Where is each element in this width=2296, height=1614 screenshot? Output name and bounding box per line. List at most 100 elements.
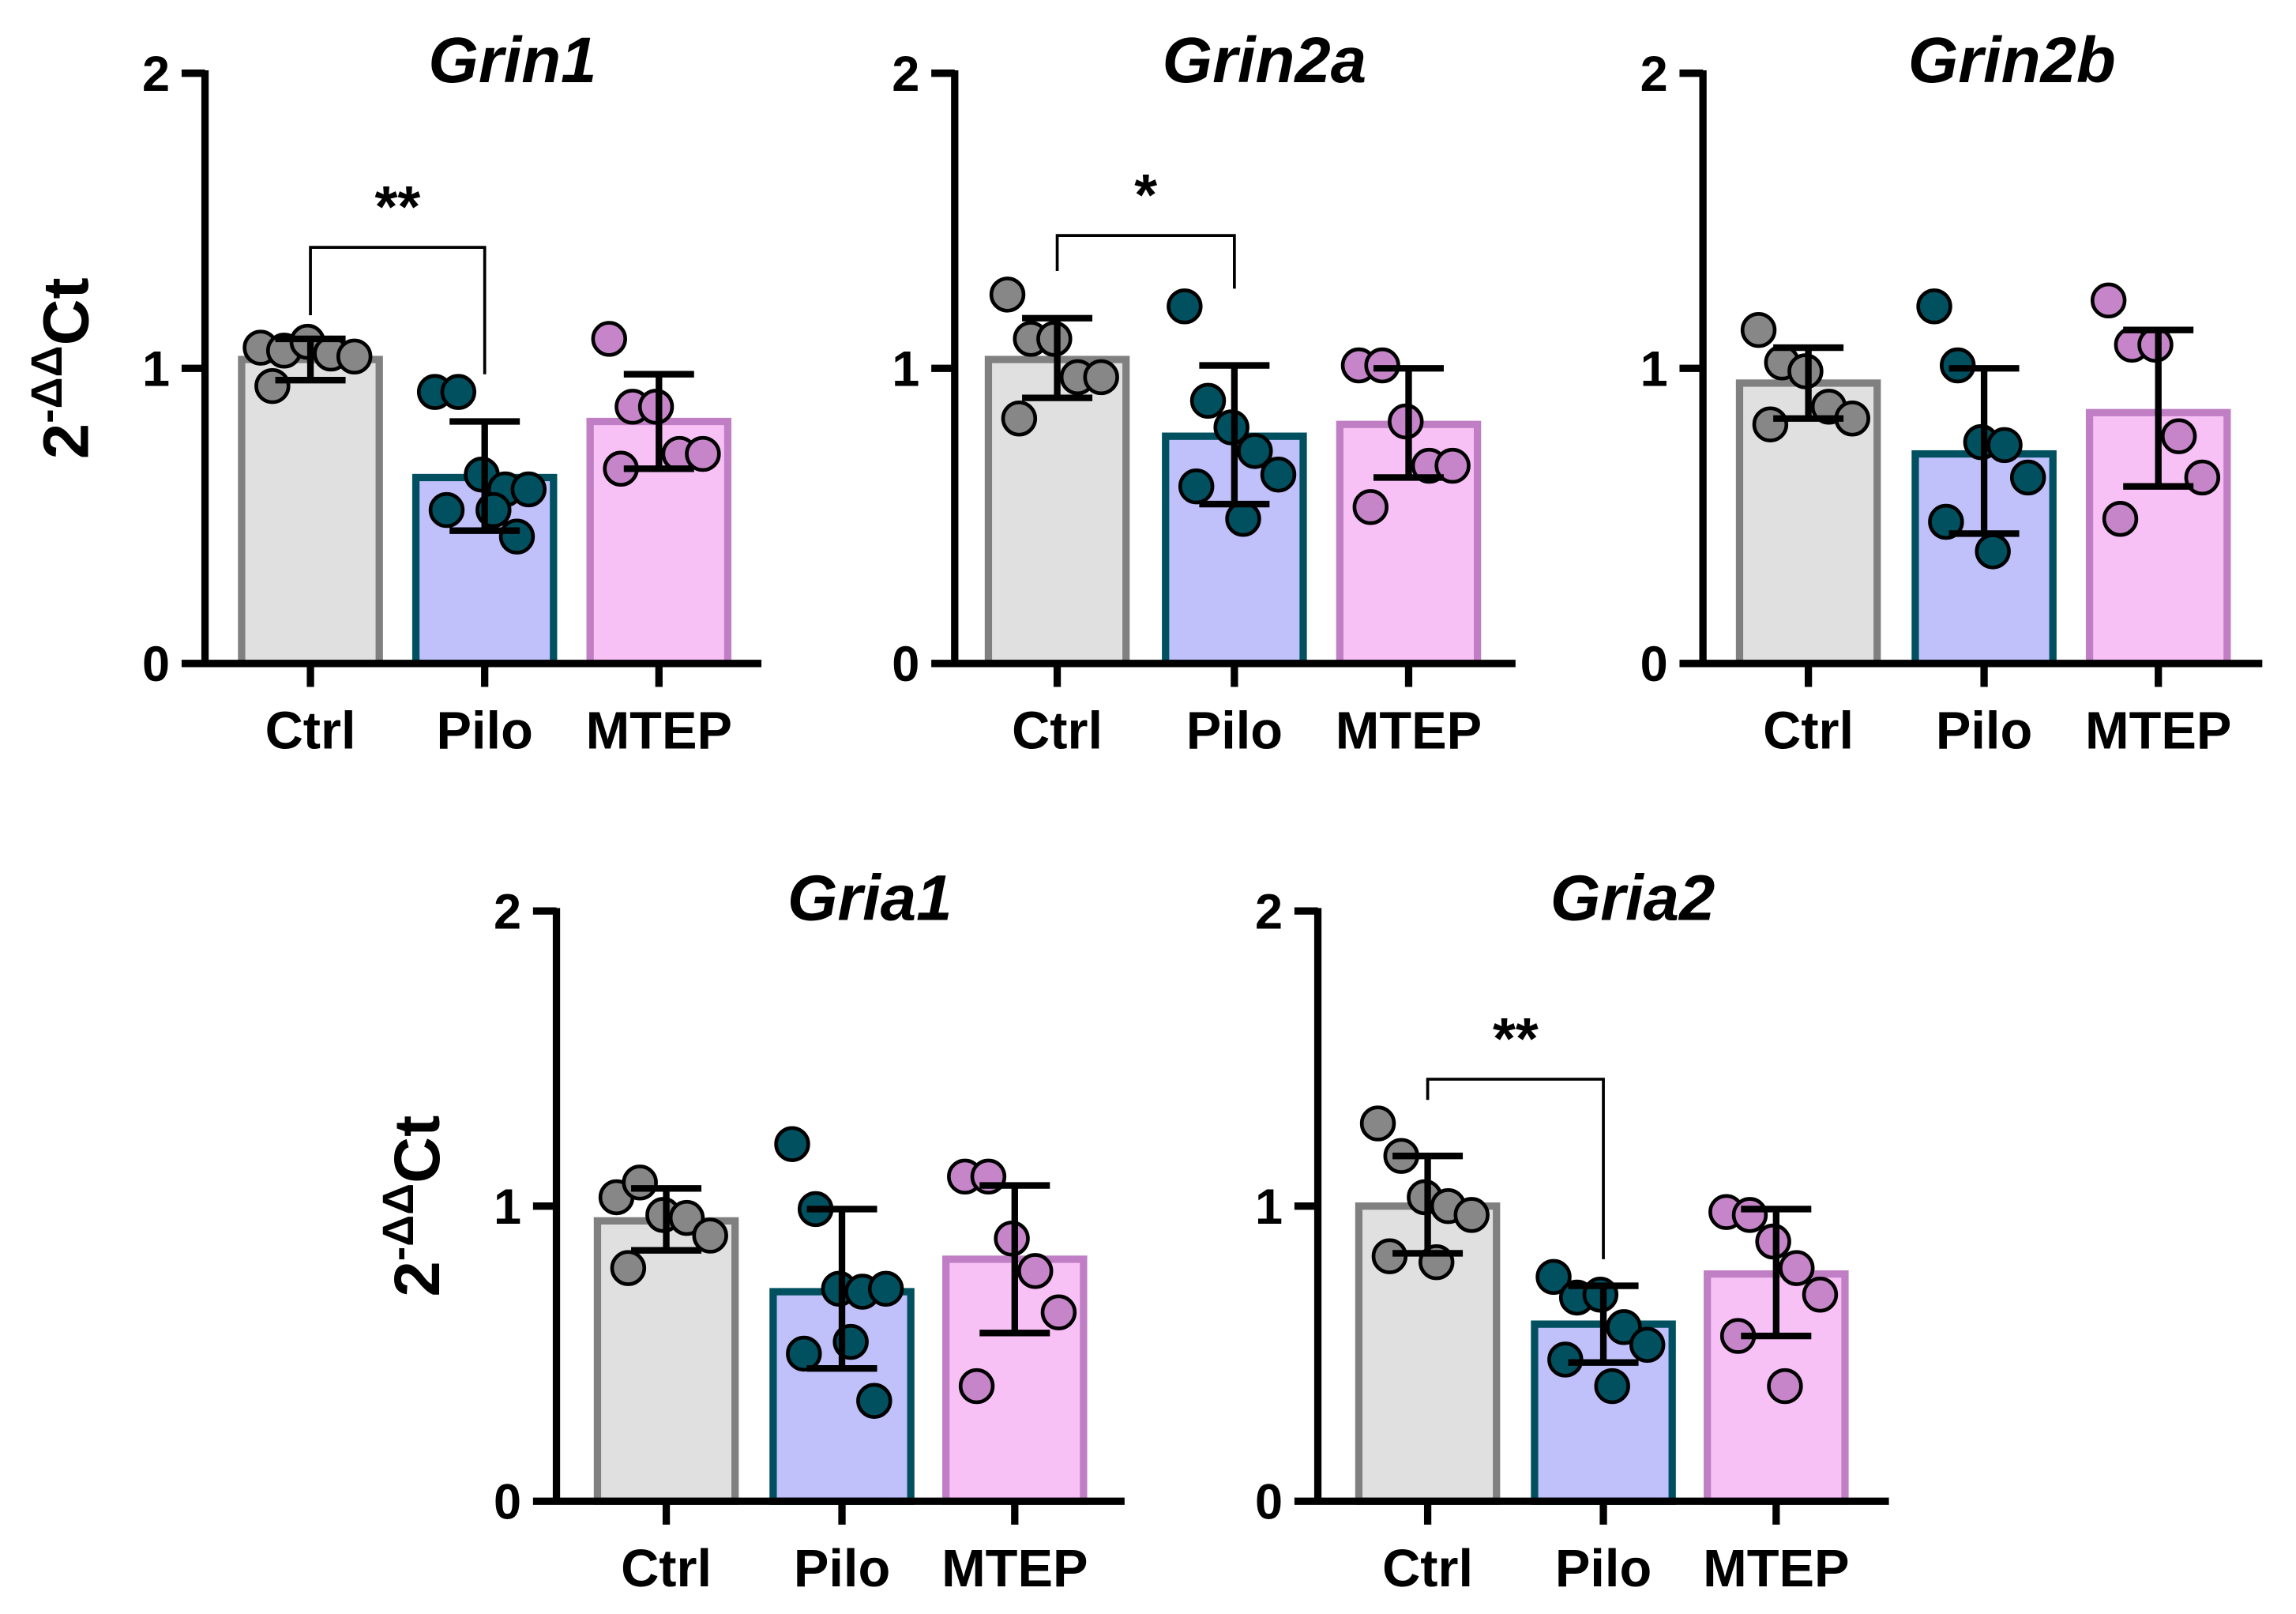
significance-bracket bbox=[1055, 234, 1236, 289]
data-point-pilo bbox=[856, 1383, 892, 1419]
y-label-rest: Ct bbox=[381, 1116, 453, 1183]
x-tick-label-pilo: Pilo bbox=[1936, 702, 2032, 760]
error-bar-mtep bbox=[1373, 365, 1444, 481]
y-tick-label: 2 bbox=[892, 47, 919, 102]
data-point-ctrl bbox=[1752, 406, 1789, 442]
y-axis-label: 2-ΔΔCt bbox=[374, 1116, 453, 1297]
y-tick-label: 1 bbox=[1255, 1179, 1283, 1235]
y-tick-label: 1 bbox=[142, 342, 170, 397]
x-tick-label-mtep: MTEP bbox=[2085, 702, 2231, 760]
data-point-pilo bbox=[1975, 533, 2011, 570]
chart-title: Grin1 bbox=[428, 24, 596, 96]
error-bar-pilo bbox=[449, 418, 520, 534]
data-point-pilo bbox=[510, 471, 547, 508]
data-point-mtep bbox=[1779, 1250, 1815, 1286]
y-tick-label: 1 bbox=[1640, 342, 1668, 397]
data-point-pilo bbox=[2009, 459, 2046, 496]
data-point-mtep bbox=[1040, 1294, 1077, 1330]
data-point-ctrl bbox=[254, 367, 291, 404]
y-tick-label: 0 bbox=[1255, 1474, 1283, 1529]
x-tick-label-pilo: Pilo bbox=[1555, 1540, 1652, 1598]
error-bar-ctrl bbox=[275, 335, 346, 384]
y-tick-label: 0 bbox=[142, 637, 170, 692]
data-point-pilo bbox=[1916, 288, 1952, 325]
data-point-mtep bbox=[1767, 1368, 1803, 1405]
significance-bracket bbox=[309, 246, 487, 374]
panel-gria2: 0 1 2 Ctrl Pilo MTEP Gria2 ** bbox=[1255, 862, 1889, 1598]
y-tick-label: 0 bbox=[494, 1474, 521, 1529]
x-tick-label-ctrl: Ctrl bbox=[1763, 702, 1854, 760]
data-point-pilo bbox=[1535, 1258, 1572, 1296]
significance-label: ** bbox=[1493, 1006, 1539, 1071]
data-point-ctrl bbox=[610, 1250, 647, 1286]
x-tick-label-mtep: MTEP bbox=[1703, 1540, 1849, 1598]
data-point-ctrl bbox=[989, 277, 1026, 313]
y-axis-label: 2-ΔΔCt bbox=[22, 277, 102, 459]
data-point-pilo bbox=[867, 1270, 904, 1307]
panel-grin2a: 0 1 2 Ctrl Pilo MTEP Grin2a* bbox=[892, 24, 1516, 760]
y-tick-label: 2 bbox=[1640, 47, 1668, 102]
data-point-mtep bbox=[1352, 489, 1389, 525]
x-tick-label-ctrl: Ctrl bbox=[265, 702, 356, 760]
x-tick-label-ctrl: Ctrl bbox=[621, 1540, 712, 1598]
y-tick-label: 1 bbox=[892, 342, 919, 397]
error-bar-ctrl bbox=[1022, 314, 1093, 401]
error-bar-mtep bbox=[1741, 1206, 1812, 1340]
y-tick-label: 1 bbox=[494, 1179, 521, 1235]
y-label-base: 2 bbox=[381, 1261, 453, 1296]
error-bar-mtep bbox=[623, 371, 694, 472]
data-point-ctrl bbox=[336, 338, 373, 375]
data-point-pilo bbox=[1606, 1309, 1642, 1345]
chart-title: Grin2b bbox=[1908, 24, 2116, 96]
significance-label: * bbox=[1134, 162, 1157, 228]
data-point-mtep bbox=[1802, 1277, 1839, 1313]
data-point-mtep bbox=[2102, 501, 2139, 537]
x-tick-label-mtep: MTEP bbox=[941, 1540, 1088, 1598]
x-tick-label-ctrl: Ctrl bbox=[1382, 1540, 1473, 1598]
data-point-pilo bbox=[786, 1335, 822, 1372]
data-point-pilo bbox=[1167, 288, 1203, 325]
data-point-ctrl bbox=[622, 1164, 658, 1201]
chart-title: Grin2a bbox=[1163, 24, 1366, 96]
y-tick-label: 0 bbox=[1640, 637, 1668, 692]
data-point-pilo bbox=[1986, 427, 2023, 464]
data-point-pilo bbox=[1189, 382, 1227, 419]
y-label-superscript: -ΔΔ bbox=[374, 1183, 423, 1261]
data-point-mtep bbox=[1731, 1197, 1768, 1233]
error-bar-ctrl bbox=[1773, 344, 1844, 422]
error-bar-mtep bbox=[979, 1182, 1050, 1337]
y-label-superscript: -ΔΔ bbox=[22, 345, 71, 423]
error-bar-pilo bbox=[806, 1206, 877, 1372]
data-point-ctrl bbox=[1359, 1105, 1396, 1142]
data-point-pilo bbox=[1237, 433, 1273, 469]
data-point-mtep bbox=[958, 1368, 995, 1405]
data-point-ctrl bbox=[1740, 311, 1777, 348]
error-bar-ctrl bbox=[1392, 1153, 1464, 1257]
data-point-pilo bbox=[1629, 1326, 1666, 1363]
data-point-mtep bbox=[1017, 1253, 1054, 1289]
data-point-ctrl bbox=[692, 1217, 728, 1254]
y-tick-label: 2 bbox=[494, 884, 521, 939]
chart-title: Gria2 bbox=[1550, 862, 1715, 934]
data-point-pilo bbox=[428, 491, 465, 529]
data-point-mtep bbox=[2090, 282, 2127, 319]
x-tick-label-pilo: Pilo bbox=[794, 1540, 890, 1598]
error-bar-pilo bbox=[1948, 365, 2020, 537]
panel-grin2b: 0 1 2 Ctrl Pilo MTEP Grin2b bbox=[1640, 24, 2263, 760]
x-tick-label-ctrl: Ctrl bbox=[1012, 702, 1103, 760]
y-label-base: 2 bbox=[30, 423, 102, 459]
data-point-pilo bbox=[774, 1126, 810, 1162]
chart-title: Gria1 bbox=[787, 862, 953, 934]
error-bar-pilo bbox=[1568, 1282, 1639, 1366]
data-point-mtep bbox=[1434, 447, 1471, 484]
data-point-pilo bbox=[498, 518, 535, 555]
significance-bracket bbox=[1426, 1078, 1605, 1259]
data-point-pilo bbox=[1178, 468, 1215, 505]
x-tick-label-mtep: MTEP bbox=[586, 702, 732, 760]
y-tick-label: 0 bbox=[892, 637, 919, 692]
x-tick-label-pilo: Pilo bbox=[437, 702, 533, 760]
data-point-mtep bbox=[591, 321, 627, 357]
